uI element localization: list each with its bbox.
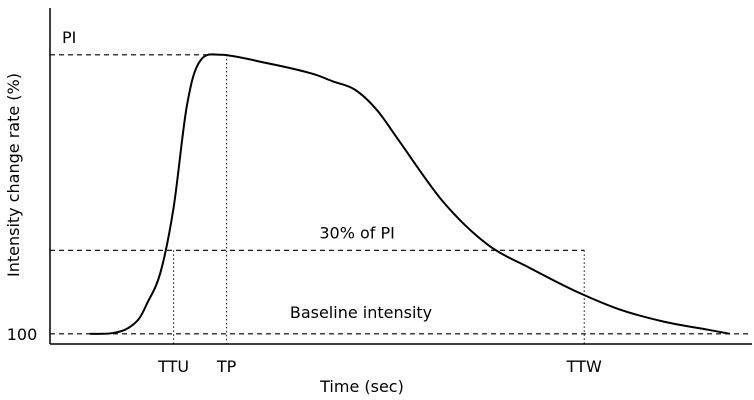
y-tick-100: 100 — [7, 325, 38, 344]
ttw-label: TTW — [566, 357, 602, 376]
intensity-curve — [89, 53, 731, 335]
y-axis-title: Intensity change rate (%) — [4, 73, 23, 277]
pi-label: PI — [62, 28, 76, 47]
ttu-label: TTU — [157, 357, 189, 376]
tp-label: TP — [216, 357, 237, 376]
x-axis-title: Time (sec) — [319, 377, 404, 396]
thirty-percent-pi-label: 30% of PI — [319, 223, 395, 242]
baseline-intensity-label: Baseline intensity — [290, 303, 432, 322]
